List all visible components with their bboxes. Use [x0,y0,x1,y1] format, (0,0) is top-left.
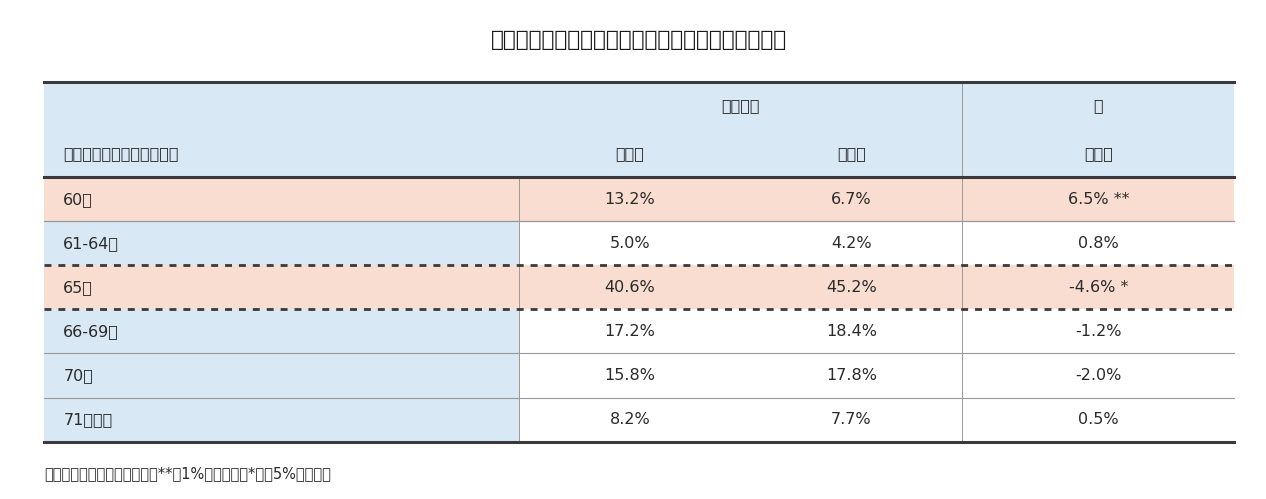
Text: 図表１：公的年金への信頼度と年金の受給開始年齢: 図表１：公的年金への信頼度と年金の受給開始年齢 [491,30,787,50]
Text: 45.2%: 45.2% [825,280,877,295]
Text: 何歳で受給開始したいか？: 何歳で受給開始したいか？ [63,146,179,161]
Text: 低－高: 低－高 [1084,146,1113,161]
Bar [519,309,1234,353]
Text: 66-69歳: 66-69歳 [63,324,119,339]
Bar [44,398,519,442]
Text: -2.0%: -2.0% [1075,368,1122,383]
Bar [519,353,1234,398]
Text: 4.2%: 4.2% [830,236,872,251]
Text: -4.6% *: -4.6% * [1069,280,1128,295]
Text: 差: 差 [1094,98,1103,114]
Text: 18.4%: 18.4% [825,324,877,339]
Text: 0.8%: 0.8% [1077,236,1119,251]
Text: 8.2%: 8.2% [609,412,651,427]
Text: 17.2%: 17.2% [604,324,656,339]
Text: 6.5% **: 6.5% ** [1067,192,1129,207]
Bar [44,177,519,221]
Bar [44,309,519,353]
Text: 61-64歳: 61-64歳 [63,236,119,251]
Text: 信頼高: 信頼高 [837,146,866,161]
Text: （資料）筆者作成　（注）　**は1%有意水準、*は同5%を表す。: （資料）筆者作成 （注） **は1%有意水準、*は同5%を表す。 [44,467,332,482]
Text: 6.7%: 6.7% [830,192,872,207]
Text: 60歳: 60歳 [63,192,94,207]
Text: 65歳: 65歳 [63,280,94,295]
Text: 15.8%: 15.8% [604,368,656,383]
Bar [519,221,1234,265]
Bar [519,265,1234,309]
Text: 70歳: 70歳 [63,368,94,383]
Text: 5.0%: 5.0% [609,236,651,251]
Text: 71歳以上: 71歳以上 [63,412,113,427]
Text: 17.8%: 17.8% [825,368,877,383]
Bar [44,130,1234,177]
Bar [519,177,1234,221]
Bar [44,221,519,265]
Bar [44,353,519,398]
Text: 40.6%: 40.6% [604,280,656,295]
Text: 7.7%: 7.7% [830,412,872,427]
Bar [44,265,519,309]
Text: 公的年金: 公的年金 [722,98,760,114]
Text: -1.2%: -1.2% [1075,324,1122,339]
Text: 13.2%: 13.2% [604,192,656,207]
Bar [44,82,1234,130]
Text: 0.5%: 0.5% [1077,412,1119,427]
Bar [519,398,1234,442]
Text: 信頼低: 信頼低 [615,146,644,161]
